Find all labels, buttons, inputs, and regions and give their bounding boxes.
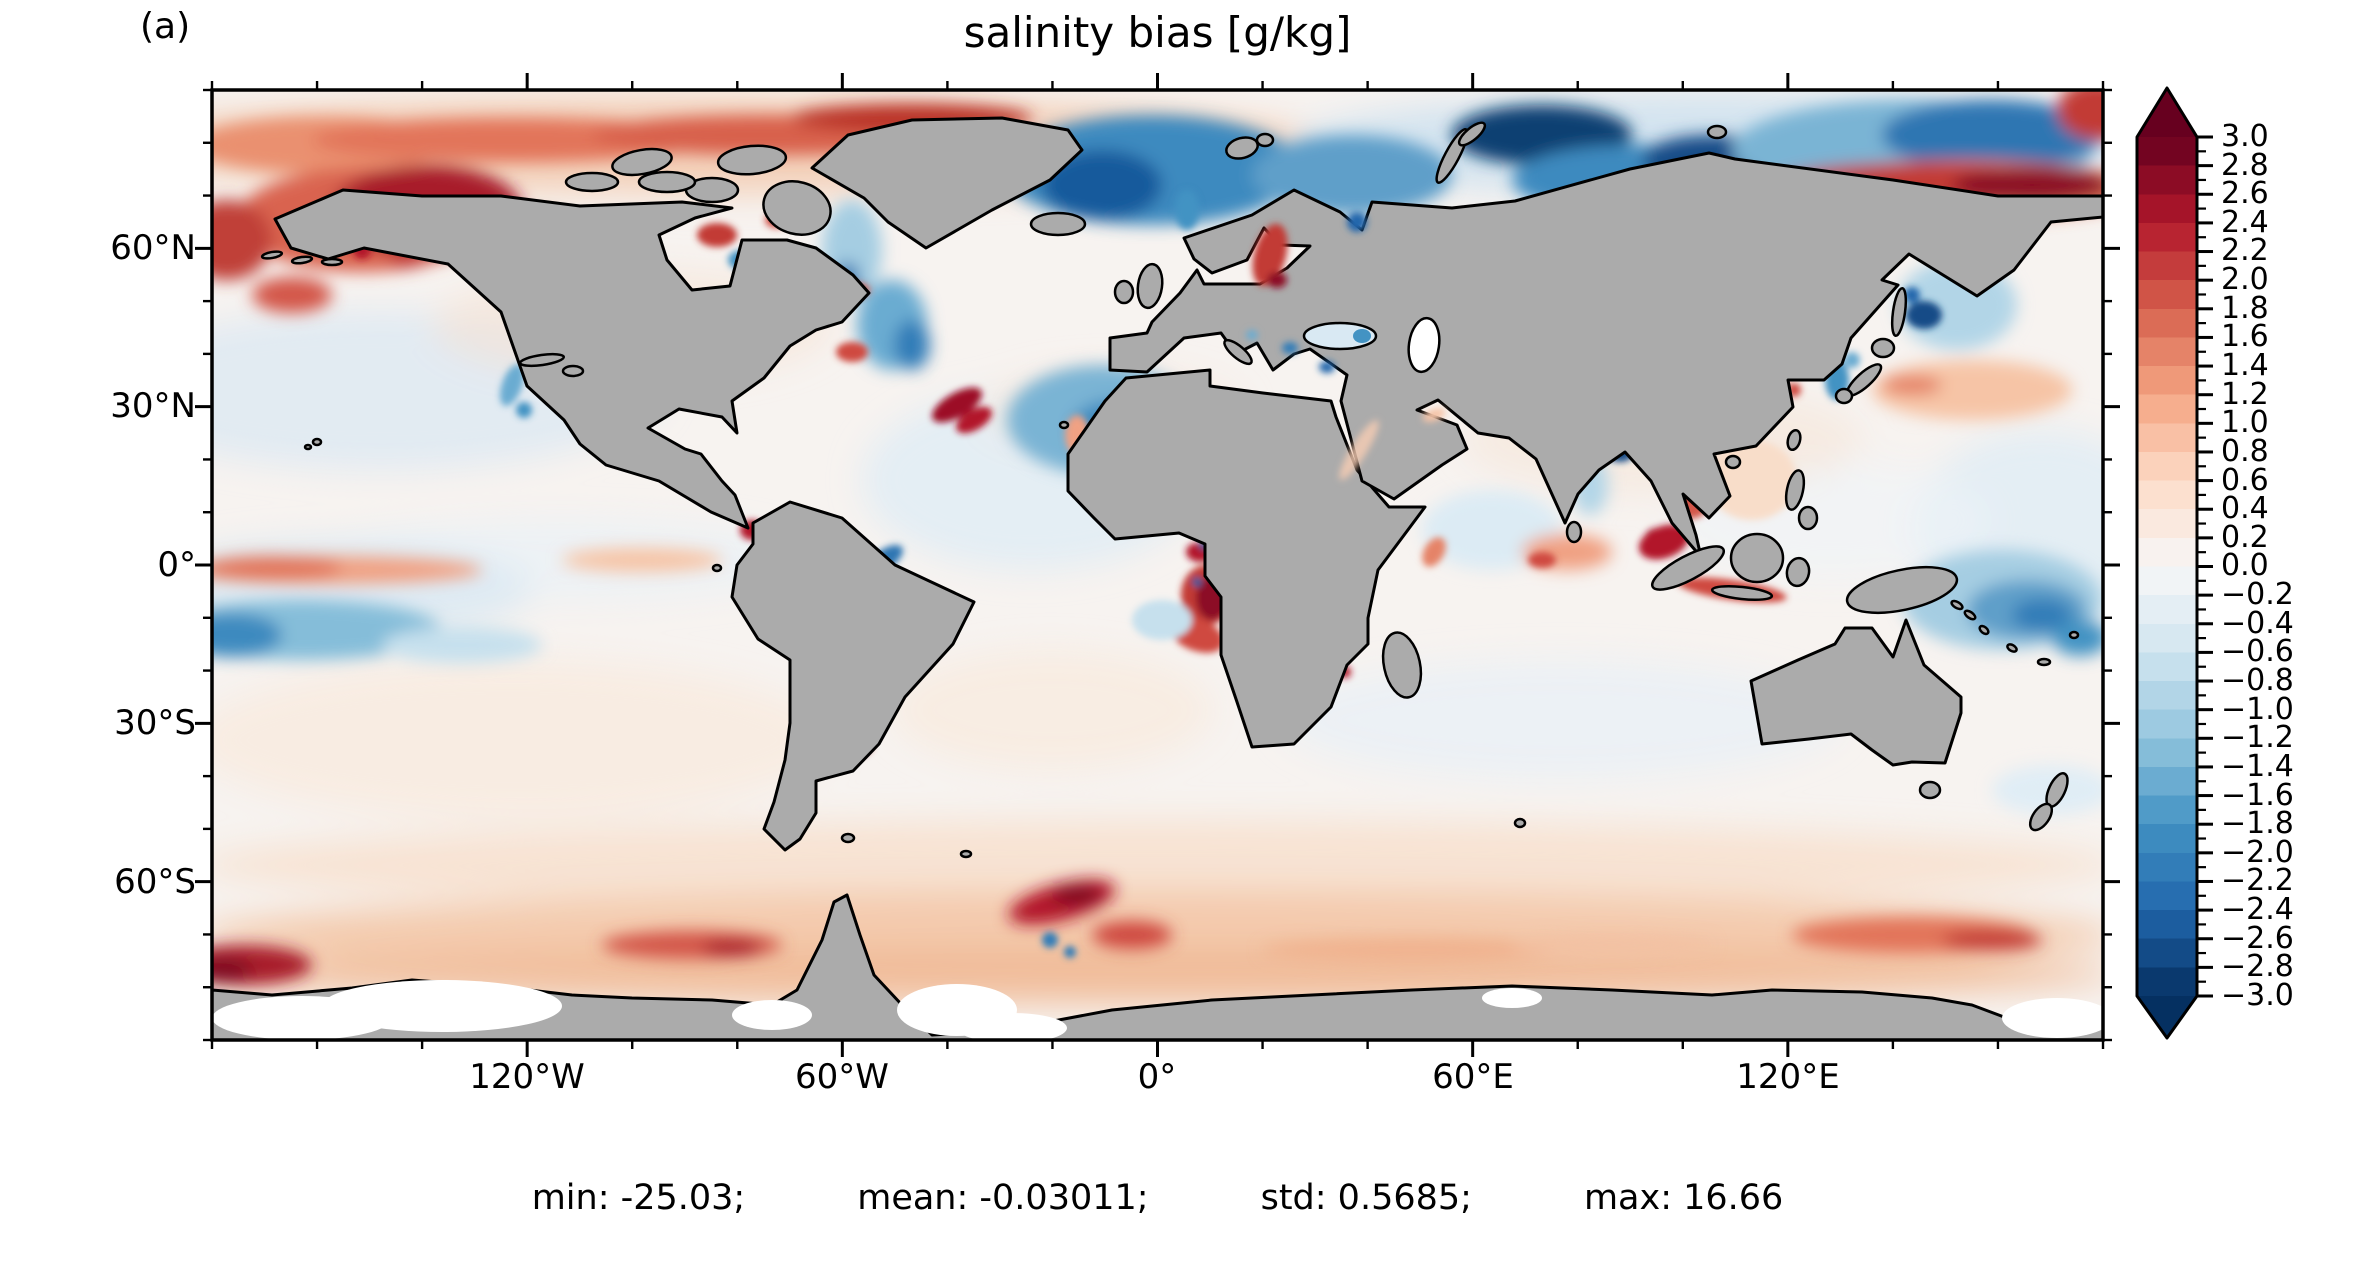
cb-tick: −2.0 bbox=[2221, 835, 2294, 870]
stats-row: min: -25.03; mean: -0.03011; std: 0.5685… bbox=[212, 1178, 2103, 1218]
cb-tick: −1.6 bbox=[2221, 778, 2294, 813]
baltic-bias bbox=[1252, 223, 1288, 287]
madagascar bbox=[1381, 631, 1423, 699]
cb-tick: −0.2 bbox=[2221, 577, 2294, 612]
axis-ticks bbox=[195, 73, 2213, 1057]
cb-tick: 2.8 bbox=[2221, 148, 2269, 183]
cb-tick: −2.4 bbox=[2221, 892, 2294, 927]
ice-shelves bbox=[212, 980, 2103, 1040]
anomaly-features bbox=[212, 90, 2103, 985]
cb-tick: 1.2 bbox=[2221, 377, 2269, 412]
hainan bbox=[1724, 454, 1742, 470]
sulawesi bbox=[1785, 556, 1811, 588]
colorbar-gradient bbox=[2135, 86, 2199, 1040]
cb-tick: −1.0 bbox=[2221, 692, 2294, 727]
hispaniola bbox=[561, 364, 585, 378]
lon-label: 60°E bbox=[1432, 1057, 1514, 1097]
cb-tick: 0.4 bbox=[2221, 491, 2269, 526]
cb-tick: 2.4 bbox=[2221, 205, 2269, 240]
colorbar bbox=[2135, 86, 2199, 1040]
tasmania bbox=[1918, 780, 1942, 800]
italy bbox=[1223, 338, 1253, 366]
cb-tick: 1.0 bbox=[2221, 405, 2269, 440]
cb-tick: −3.0 bbox=[2221, 978, 2294, 1013]
cb-tick: 1.6 bbox=[2221, 319, 2269, 354]
cb-tick: 1.4 bbox=[2221, 348, 2269, 383]
ireland bbox=[1113, 279, 1135, 305]
cuba bbox=[518, 352, 566, 368]
sumatra bbox=[1650, 545, 1726, 591]
cb-tick: 0.6 bbox=[2221, 463, 2269, 498]
cb-tick: −0.4 bbox=[2221, 606, 2294, 641]
seas-and-ice bbox=[212, 212, 2103, 1040]
cb-tick: 0.8 bbox=[2221, 434, 2269, 469]
cb-tick: 0.0 bbox=[2221, 548, 2269, 583]
falklands bbox=[840, 832, 856, 844]
cb-tick: 0.2 bbox=[2221, 520, 2269, 555]
lon-label: 0° bbox=[1137, 1057, 1177, 1097]
islands bbox=[260, 121, 2080, 859]
cb-tick: −2.6 bbox=[2221, 921, 2294, 956]
mindanao bbox=[1797, 505, 1819, 531]
sri-lanka bbox=[1565, 520, 1583, 544]
kerguelen bbox=[1513, 817, 1527, 829]
australia bbox=[1749, 618, 1963, 767]
cb-tick: 2.6 bbox=[2221, 176, 2269, 211]
map-area bbox=[212, 90, 2103, 1040]
cb-tick: −1.8 bbox=[2221, 806, 2294, 841]
stat-mean: mean: -0.03011; bbox=[857, 1178, 1149, 1218]
caspian-sea bbox=[1407, 316, 1441, 374]
taiwan bbox=[1786, 428, 1802, 452]
cb-tick: −0.6 bbox=[2221, 634, 2294, 669]
cb-tick: 2.0 bbox=[2221, 262, 2269, 297]
south-america bbox=[730, 500, 976, 852]
luzon bbox=[1784, 469, 1806, 511]
hokkaido bbox=[1870, 337, 1896, 359]
africa bbox=[1066, 368, 1427, 749]
stat-min: min: -25.03; bbox=[531, 1178, 746, 1218]
cb-tick: −2.2 bbox=[2221, 863, 2294, 898]
lon-label: 120°E bbox=[1736, 1057, 1840, 1097]
stat-std: std: 0.5685; bbox=[1260, 1178, 1472, 1218]
cb-tick: 3.0 bbox=[2221, 119, 2269, 154]
new-zealand-south bbox=[2028, 802, 2054, 832]
sakhalin bbox=[1890, 286, 1908, 338]
cb-tick: 2.2 bbox=[2221, 233, 2269, 268]
lat-label: 30°N bbox=[110, 386, 196, 426]
cb-tick: 1.8 bbox=[2221, 291, 2269, 326]
new-guinea bbox=[1845, 565, 1959, 615]
greenland bbox=[810, 116, 1084, 250]
stat-max: max: 16.66 bbox=[1583, 1178, 1784, 1218]
north-america bbox=[273, 188, 871, 530]
java bbox=[1710, 585, 1774, 601]
lat-label: 60°N bbox=[110, 228, 196, 268]
panel-label: (a) bbox=[140, 6, 191, 47]
great-britain bbox=[1136, 262, 1164, 310]
lon-label: 60°W bbox=[795, 1057, 889, 1097]
cb-tick: −0.8 bbox=[2221, 663, 2294, 698]
cb-tick: −1.4 bbox=[2221, 749, 2294, 784]
cb-tick: −1.2 bbox=[2221, 720, 2294, 755]
cb-tick: −2.8 bbox=[2221, 949, 2294, 984]
black-sea bbox=[1302, 321, 1378, 351]
lat-label: 0° bbox=[157, 545, 196, 585]
lon-label: 120°W bbox=[469, 1057, 585, 1097]
lat-label: 30°S bbox=[114, 703, 196, 743]
borneo bbox=[1729, 532, 1785, 584]
iceland bbox=[1029, 211, 1087, 237]
kyushu bbox=[1834, 387, 1854, 405]
galapagos bbox=[711, 563, 723, 573]
chart-title: salinity bias [g/kg] bbox=[963, 8, 1352, 57]
lat-label: 60°S bbox=[114, 862, 196, 902]
red-sea-bias bbox=[1339, 420, 1379, 480]
